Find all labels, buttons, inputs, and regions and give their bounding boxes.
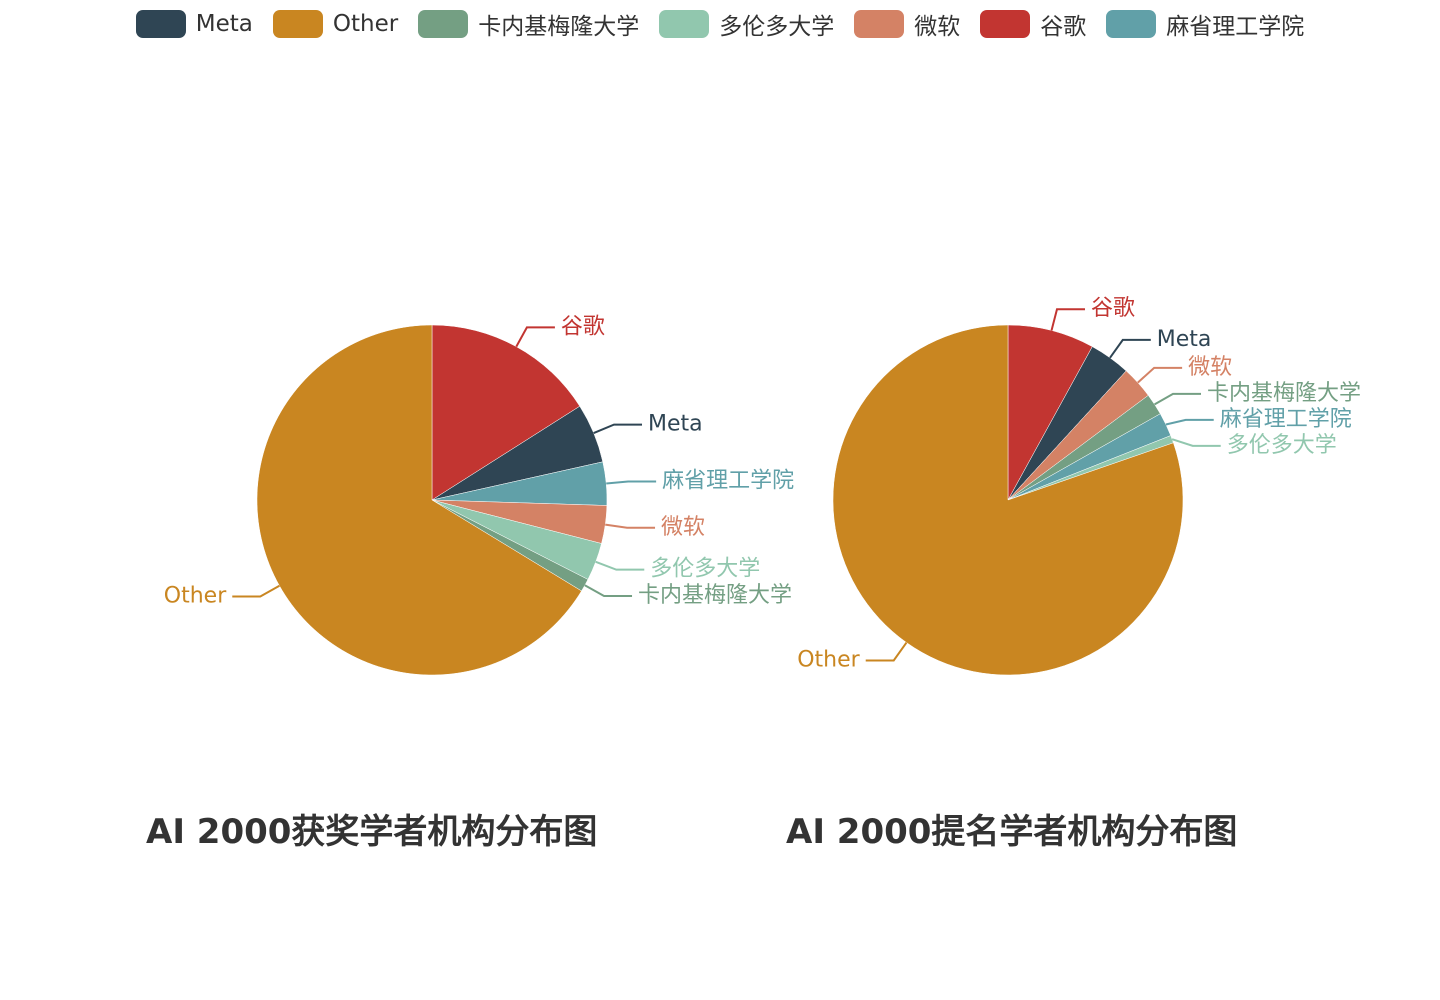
label-leader-line-item-3 bbox=[605, 523, 656, 529]
legend-swatch bbox=[135, 10, 186, 38]
label-leader-line-item-0 bbox=[515, 326, 555, 348]
legend-item-meta[interactable]: Meta bbox=[135, 10, 253, 38]
legend-item-toronto[interactable]: 多伦多大学 bbox=[659, 7, 834, 41]
slice-label-item-0: 谷歌 bbox=[1091, 296, 1135, 321]
label-leader-line-other-6 bbox=[232, 584, 280, 598]
pie-slice-item-0[interactable] bbox=[431, 324, 581, 501]
chart-title-nominated: AI 2000提名学者机构分布图 bbox=[786, 812, 1238, 852]
label-leader-line-item-3 bbox=[1154, 392, 1201, 406]
pie-slice-other-6[interactable] bbox=[256, 324, 582, 676]
legend-label: 卡内基梅隆大学 bbox=[478, 14, 640, 40]
label-leader-line-other-6 bbox=[865, 641, 908, 662]
legend-label: 谷歌 bbox=[1040, 14, 1087, 40]
slice-label-item-5: 卡内基梅隆大学 bbox=[638, 583, 792, 608]
slice-label-meta-1: Meta bbox=[648, 412, 703, 437]
slice-label-item-2: 麻省理工学院 bbox=[662, 468, 794, 493]
label-leader-line-item-0 bbox=[1050, 308, 1085, 331]
legend-swatch bbox=[659, 10, 710, 38]
legend: Meta Other 卡内基梅隆大学 多伦多大学 微软 谷歌 麻省理工学院 bbox=[0, 8, 1440, 40]
chart-title-awarded: AI 2000获奖学者机构分布图 bbox=[146, 812, 598, 852]
pie-slice-other-6[interactable] bbox=[832, 324, 1184, 676]
slice-label-item-4: 多伦多大学 bbox=[650, 557, 760, 582]
slice-label-item-3: 卡内基梅隆大学 bbox=[1207, 381, 1361, 406]
legend-swatch bbox=[980, 10, 1031, 38]
legend-swatch bbox=[854, 10, 905, 38]
legend-swatch bbox=[1106, 10, 1157, 38]
label-leader-line-item-5 bbox=[1171, 438, 1221, 447]
legend-label: Other bbox=[332, 11, 399, 37]
slice-label-other-6: Other bbox=[797, 647, 860, 672]
slice-label-other-6: Other bbox=[164, 584, 227, 609]
label-leader-line-item-4 bbox=[595, 560, 645, 571]
legend-label: 微软 bbox=[914, 14, 961, 40]
slice-label-item-3: 微软 bbox=[661, 515, 705, 540]
legend-item-other[interactable]: Other bbox=[272, 10, 399, 38]
legend-label: 麻省理工学院 bbox=[1166, 14, 1305, 40]
label-leader-line-meta-1 bbox=[593, 423, 643, 434]
slice-label-item-2: 微软 bbox=[1188, 355, 1232, 380]
slice-label-item-0: 谷歌 bbox=[561, 314, 605, 339]
legend-item-google[interactable]: 谷歌 bbox=[980, 7, 1086, 41]
legend-item-mit[interactable]: 麻省理工学院 bbox=[1106, 7, 1304, 41]
label-leader-line-meta-1 bbox=[1109, 338, 1151, 359]
label-leader-line-item-4 bbox=[1165, 418, 1214, 426]
label-leader-line-item-5 bbox=[584, 584, 633, 597]
legend-item-microsoft[interactable]: 微软 bbox=[854, 7, 960, 41]
legend-item-cmu[interactable]: 卡内基梅隆大学 bbox=[418, 7, 639, 41]
label-leader-line-item-2 bbox=[1137, 366, 1183, 384]
legend-label: 多伦多大学 bbox=[719, 14, 835, 40]
legend-label: Meta bbox=[195, 11, 253, 37]
slice-label-meta-1: Meta bbox=[1157, 327, 1212, 352]
slice-label-item-4: 麻省理工学院 bbox=[1220, 407, 1352, 432]
legend-swatch bbox=[272, 10, 323, 38]
legend-swatch bbox=[418, 10, 469, 38]
slice-label-item-5: 多伦多大学 bbox=[1227, 433, 1337, 458]
label-leader-line-item-2 bbox=[606, 480, 657, 485]
